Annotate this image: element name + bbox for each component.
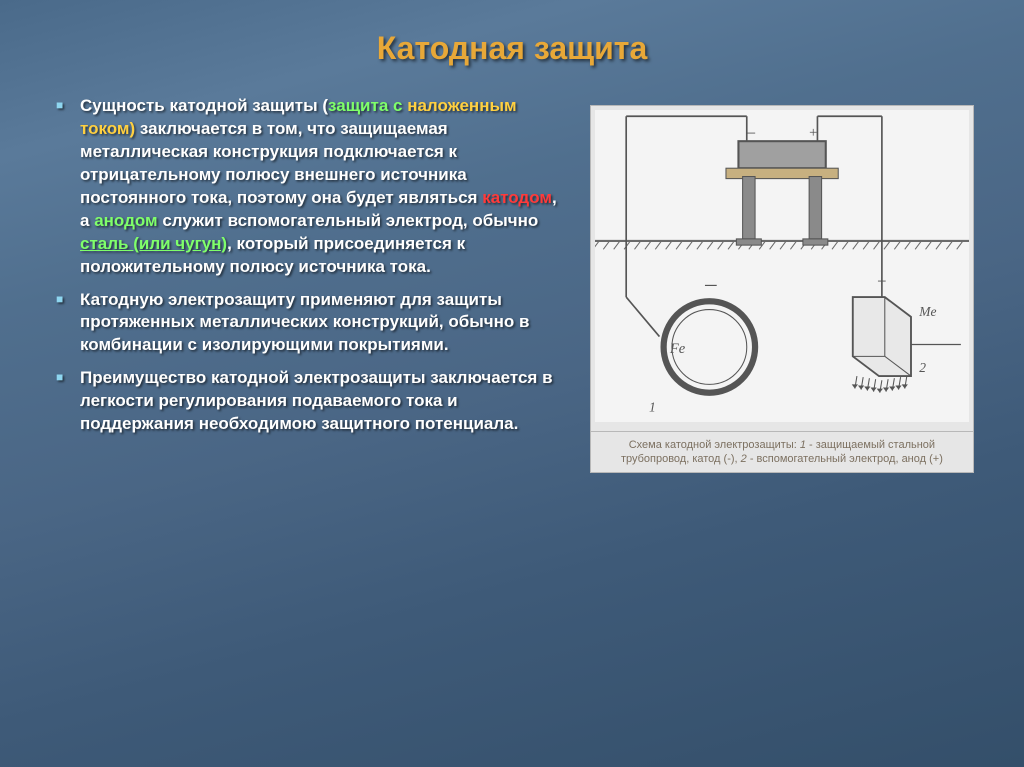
text-segment: заключается в том, что защищаемая металл… bbox=[80, 119, 482, 207]
slide: Катодная защита Сущность катодной защиты… bbox=[0, 0, 1024, 503]
bullet-item: Преимущество катодной электрозащиты закл… bbox=[50, 367, 570, 436]
bullet-item: Катодную электрозащиту применяют для защ… bbox=[50, 289, 570, 358]
text-segment: сталь (или чугун) bbox=[80, 234, 227, 253]
figure-column: – + Fe – 1 Me +2 Схема катодной электрозащиты:… bbox=[590, 95, 974, 473]
text-segment: Катодную электрозащиту применяют для защ… bbox=[80, 290, 529, 355]
svg-text:1: 1 bbox=[649, 399, 656, 414]
bullet-item: Сущность катодной защиты (защита с налож… bbox=[50, 95, 570, 279]
svg-text:–: – bbox=[746, 122, 756, 141]
svg-text:–: – bbox=[704, 271, 717, 296]
text-segment: анодом bbox=[94, 211, 157, 230]
text-segment: катодом bbox=[482, 188, 552, 207]
svg-text:+: + bbox=[877, 272, 886, 291]
bullet-list: Сущность катодной защиты (защита с налож… bbox=[50, 95, 570, 436]
svg-text:Fe: Fe bbox=[669, 341, 686, 357]
text-segment: служит вспомогательный электрод, обычно bbox=[158, 211, 539, 230]
caption-pre: Схема катодной электрозащиты: bbox=[629, 439, 800, 451]
svg-text:+: + bbox=[809, 125, 817, 141]
content-row: Сущность катодной защиты (защита с налож… bbox=[50, 95, 974, 473]
text-column: Сущность катодной защиты (защита с налож… bbox=[50, 95, 570, 473]
diagram-caption: Схема катодной электрозащиты: 1 - защища… bbox=[590, 432, 974, 474]
text-segment: защита с bbox=[328, 96, 402, 115]
diagram-frame: – + Fe – 1 Me +2 bbox=[590, 105, 974, 432]
slide-title: Катодная защита bbox=[50, 30, 974, 67]
svg-text:Me: Me bbox=[918, 304, 936, 319]
svg-text:2: 2 bbox=[919, 360, 926, 375]
text-segment: Сущность катодной защиты ( bbox=[80, 96, 328, 115]
caption-post: - вспомогательный электрод, анод (+) bbox=[747, 453, 943, 465]
text-segment: Преимущество катодной электрозащиты закл… bbox=[80, 368, 553, 433]
cathodic-diagram: – + Fe – 1 Me +2 bbox=[595, 110, 969, 422]
